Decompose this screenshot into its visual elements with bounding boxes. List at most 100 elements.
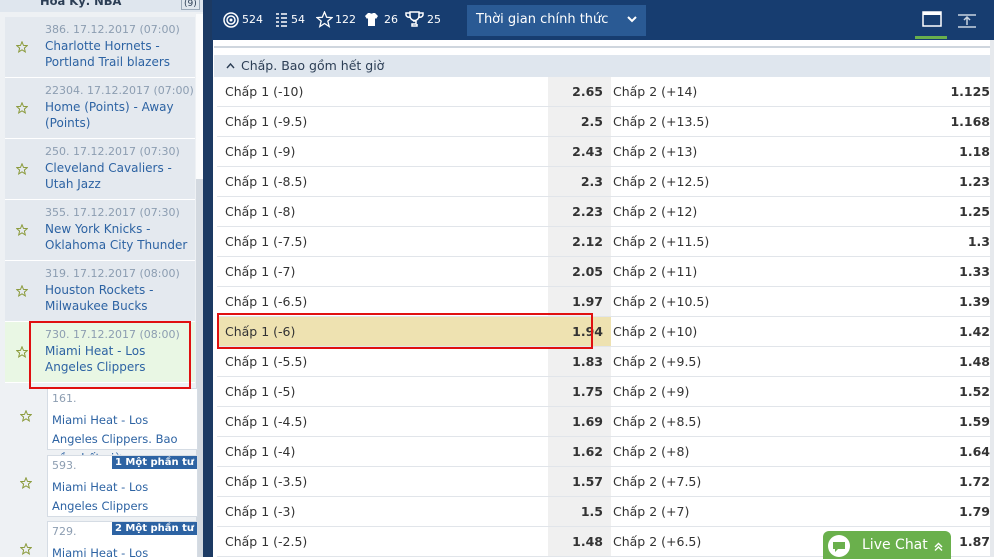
odds-value[interactable]: 2.65 (548, 77, 611, 106)
odds-value[interactable]: 1.87 (959, 534, 990, 549)
outcome-label: Chấp 1 (-9) (225, 144, 296, 159)
odds-value[interactable]: 1.57 (548, 467, 611, 496)
outcome-label: Chấp 1 (-6) (217, 317, 556, 346)
tab-count[interactable]: 524 (242, 13, 263, 26)
sub-id: 593. (52, 459, 77, 472)
favorite-star[interactable] (16, 285, 28, 297)
favorite-star[interactable] (16, 163, 28, 175)
odds-value[interactable]: 1.3 (967, 234, 990, 249)
outcome-label: Chấp 1 (-4) (225, 444, 296, 459)
match-item[interactable]: 319. 17.12.2017 (08:00) Houston Rockets -… (5, 261, 195, 322)
odds-value[interactable]: 1.25 (959, 204, 990, 219)
odds-value[interactable]: 2.5 (548, 107, 611, 136)
odds-row: Chấp 1 (-8) 2.23 Chấp 2 (+12) 1.25 (217, 197, 990, 227)
outcome-label: Chấp 2 (+14) (613, 84, 698, 99)
favorite-star[interactable] (20, 543, 32, 555)
odds-value[interactable]: 1.18 (959, 144, 990, 159)
league-header: Hoa Kỳ. NBA (9) (0, 0, 203, 12)
sub-market[interactable]: 729. 2 Một phần tư Miami Heat - Los Angele… (47, 521, 198, 557)
tab-count[interactable]: 25 (427, 13, 441, 26)
layout-icon-2[interactable] (957, 12, 977, 28)
sub-title: Miami Heat - Los Angeles (52, 546, 149, 557)
period-dropdown[interactable]: Thời gian chính thức (467, 5, 646, 36)
highlight-box (217, 313, 593, 349)
odds-value[interactable]: 1.69 (548, 407, 611, 436)
odds-value[interactable]: 1.42 (959, 324, 990, 339)
outcome-label: Chấp 1 (-6.5) (225, 294, 308, 309)
market-header[interactable]: Chấp. Bao gồm hết giờ (214, 55, 990, 77)
odds-value[interactable]: 1.23 (959, 174, 990, 189)
odds-row: Chấp 1 (-4) 1.62 Chấp 2 (+8) 1.64 (217, 437, 990, 467)
odds-value[interactable]: 1.72 (959, 474, 990, 489)
outcome-label: Chấp 2 (+8) (613, 444, 690, 459)
outcome-label: Chấp 2 (+13) (613, 144, 698, 159)
outcome-label: Chấp 1 (-5) (225, 384, 296, 399)
odds-value[interactable]: 1.48 (548, 527, 611, 556)
collapse-icon (226, 62, 235, 69)
sub-id: 729. (52, 525, 77, 538)
sidebar: Hoa Kỳ. NBA (9) 386. 17.12.2017 (07:00) C… (0, 0, 203, 557)
outcome-label: Chấp 1 (-4.5) (225, 414, 308, 429)
match-teams: Cleveland Cavaliers - Utah Jazz (45, 161, 172, 191)
odds-value[interactable]: 1.33 (959, 264, 990, 279)
match-info: 355. 17.12.2017 (07:30) (45, 206, 180, 219)
odds-value[interactable]: 2.05 (548, 257, 611, 286)
match-info: 22304. 17.12.2017 (07:00) (45, 84, 194, 97)
league-name: Hoa Kỳ. NBA (40, 0, 122, 8)
odds-value[interactable]: 2.3 (548, 167, 611, 196)
match-info: 386. 17.12.2017 (07:00) (45, 23, 180, 36)
sub-market[interactable]: 593. 1 Một phần tư Miami Heat - Los Angele… (47, 455, 198, 517)
favorite-star[interactable] (20, 477, 32, 489)
odds-value[interactable]: 1.48 (959, 354, 990, 369)
odds-value[interactable]: 1.62 (548, 437, 611, 466)
odds-value[interactable]: 1.168 (950, 114, 990, 129)
favorite-star[interactable] (16, 41, 28, 53)
sub-id: 161. (52, 392, 77, 405)
divider (203, 0, 213, 557)
odds-value[interactable]: 1.125 (950, 84, 990, 99)
odds-value[interactable]: 2.23 (548, 197, 611, 226)
odds-value[interactable]: 1.39 (959, 294, 990, 309)
outcome-label: Chấp 2 (+8.5) (613, 414, 702, 429)
tab-count[interactable]: 54 (291, 13, 305, 26)
favorite-star[interactable] (16, 102, 28, 114)
favorite-star[interactable] (20, 410, 32, 422)
live-chat-button[interactable]: Live Chat (823, 531, 951, 559)
match-teams: Miami Heat - Los Angeles Clippers (45, 344, 146, 374)
odds-value[interactable]: 1.79 (959, 504, 990, 519)
outcome-label: Chấp 2 (+9) (613, 384, 690, 399)
favorite-star[interactable] (16, 346, 28, 358)
odds-value[interactable]: 1.59 (959, 414, 990, 429)
odds-row: Chấp 1 (-7.5) 2.12 Chấp 2 (+11.5) 1.3 (217, 227, 990, 257)
tab-count[interactable]: 122 (335, 13, 356, 26)
odds-value[interactable]: 2.12 (548, 227, 611, 256)
sub-badge: 1 Một phần tư (111, 456, 197, 469)
sub-market[interactable]: 161. Miami Heat - Los Angeles Clippers. B… (47, 388, 198, 465)
odds-value[interactable]: 1.94 (548, 317, 611, 346)
match-item[interactable]: 250. 17.12.2017 (07:30) Cleveland Cavalie… (5, 139, 195, 200)
odds-value[interactable]: 2.43 (548, 137, 611, 166)
outcome-label: Chấp 2 (+11.5) (613, 234, 710, 249)
match-item[interactable]: 386. 17.12.2017 (07:00) Charlotte Hornets… (5, 17, 195, 78)
shirt-icon (365, 13, 378, 26)
match-item[interactable]: 355. 17.12.2017 (07:30) New York Knicks -… (5, 200, 195, 261)
match-info: 250. 17.12.2017 (07:30) (45, 145, 180, 158)
odds-value[interactable]: 1.75 (548, 377, 611, 406)
match-item[interactable]: 22304. 17.12.2017 (07:00) Home (Points) -… (5, 78, 195, 139)
odds-value[interactable]: 1.5 (548, 497, 611, 526)
tab-count[interactable]: 26 (384, 13, 398, 26)
match-item[interactable]: 730. 17.12.2017 (08:00) Miami Heat - Los … (5, 322, 195, 383)
chevron-up (934, 542, 943, 551)
match-teams: New York Knicks - Oklahoma City Thunder (45, 222, 188, 252)
outcome-label: Chấp 1 (-7.5) (225, 234, 308, 249)
live-icon (223, 12, 239, 28)
odds-value[interactable]: 1.97 (548, 287, 611, 316)
favorite-star[interactable] (16, 224, 28, 236)
dropdown-text: Thời gian chính thức (476, 12, 609, 27)
odds-value[interactable]: 1.52 (959, 384, 990, 399)
odds-row: Chấp 1 (-5) 1.75 Chấp 2 (+9) 1.52 (217, 377, 990, 407)
layout-icon[interactable] (922, 11, 942, 28)
odds-value[interactable]: 1.64 (959, 444, 990, 459)
odds-value[interactable]: 1.83 (548, 347, 611, 376)
